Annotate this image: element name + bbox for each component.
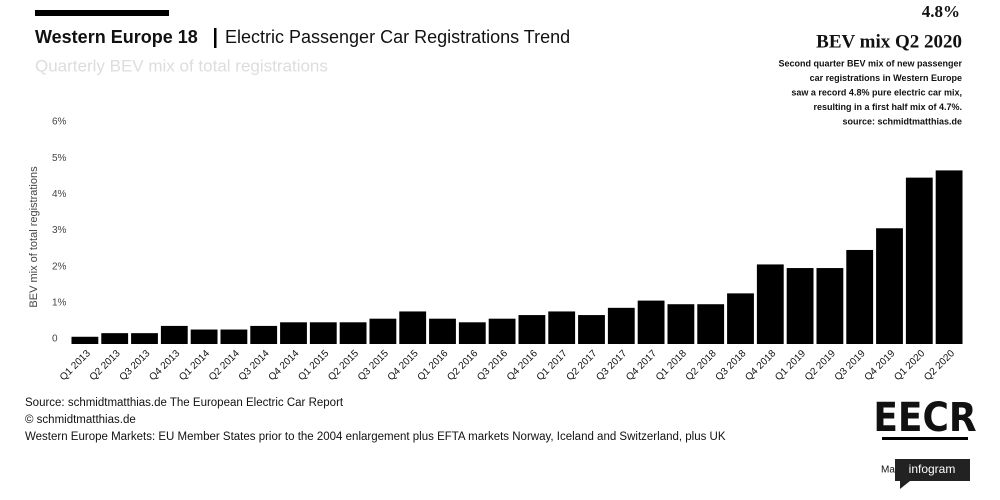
x-tick-label: Q4 2015 bbox=[386, 348, 421, 383]
footer-line: Source: schmidtmatthias.de The European … bbox=[25, 397, 344, 409]
y-tick-label: 2% bbox=[52, 261, 67, 272]
x-tick-label: Q1 2020 bbox=[892, 348, 927, 383]
bar bbox=[816, 268, 844, 344]
x-tick-label: Q3 2017 bbox=[594, 348, 629, 383]
bar bbox=[667, 304, 695, 344]
bar bbox=[339, 322, 367, 344]
x-tick-label: Q2 2013 bbox=[88, 348, 123, 383]
x-tick-label: Q1 2015 bbox=[296, 348, 331, 383]
x-tick-label: Q4 2017 bbox=[624, 348, 659, 383]
y-tick-label: 6% bbox=[52, 117, 67, 128]
bar bbox=[935, 170, 963, 344]
chart-title: Electric Passenger Car Registrations Tre… bbox=[225, 27, 570, 47]
x-tick-label: Q3 2015 bbox=[356, 348, 391, 383]
annotation-line: car registrations in Western Europe bbox=[810, 73, 962, 83]
logo: EECR bbox=[873, 395, 976, 441]
x-tick-label: Q4 2016 bbox=[505, 348, 540, 383]
bar bbox=[160, 325, 188, 344]
x-tick-label: Q3 2016 bbox=[475, 348, 510, 383]
y-tick-label: 3% bbox=[52, 225, 67, 236]
title-prefix: Western Europe 18 bbox=[35, 27, 198, 47]
x-tick-label: Q3 2014 bbox=[237, 348, 272, 383]
y-tick-label: 4% bbox=[52, 189, 67, 200]
bar bbox=[876, 228, 903, 344]
x-tick-label: Q1 2013 bbox=[58, 348, 93, 383]
annotation-value: 4.8% bbox=[922, 2, 960, 21]
x-tick-label: Q2 2019 bbox=[803, 348, 838, 383]
x-tick-label: Q2 2015 bbox=[326, 348, 361, 383]
bar bbox=[607, 307, 635, 344]
x-tick-label: Q2 2014 bbox=[207, 348, 242, 383]
x-tick-label: Q4 2018 bbox=[743, 348, 778, 383]
x-tick-label: Q3 2019 bbox=[833, 348, 868, 383]
bar bbox=[697, 304, 725, 344]
x-tick-label: Q1 2019 bbox=[773, 348, 808, 383]
annotation-line: saw a record 4.8% pure electric car mix, bbox=[791, 87, 962, 97]
bar bbox=[190, 329, 218, 344]
x-tick-label: Q4 2019 bbox=[863, 348, 898, 383]
bar bbox=[458, 322, 486, 344]
x-tick-label: Q1 2016 bbox=[416, 348, 451, 383]
brand: infogram bbox=[909, 462, 956, 476]
x-tick-label: Q1 2018 bbox=[654, 348, 689, 383]
annotation-line: Second quarter BEV mix of new passenger bbox=[778, 58, 962, 68]
x-tick-label: Q3 2013 bbox=[118, 348, 153, 383]
annotation-title: BEV mix Q2 2020 bbox=[816, 31, 962, 52]
y-tick-label: 1% bbox=[52, 297, 67, 308]
x-tick-label: Q2 2017 bbox=[565, 348, 600, 383]
bar bbox=[309, 322, 337, 344]
bar bbox=[786, 268, 814, 344]
header-bar bbox=[35, 10, 169, 16]
x-tick-label: Q4 2013 bbox=[147, 348, 182, 383]
x-tick-label: Q2 2020 bbox=[922, 348, 957, 383]
annotation-line: source: schmidtmatthias.de bbox=[842, 116, 962, 126]
logo-underline bbox=[882, 437, 968, 440]
x-tick-label: Q2 2018 bbox=[684, 348, 719, 383]
bar bbox=[578, 315, 605, 344]
bar bbox=[637, 300, 665, 344]
footer-line: Western Europe Markets: EU Member States… bbox=[25, 431, 726, 443]
x-tick-label: Q1 2014 bbox=[177, 348, 212, 383]
y-tick-label: 0 bbox=[52, 334, 58, 345]
bar bbox=[727, 293, 754, 344]
bar bbox=[429, 318, 456, 344]
bar bbox=[369, 318, 397, 344]
title-divider bbox=[214, 28, 217, 48]
x-tick-label: Q1 2017 bbox=[535, 348, 570, 383]
bar bbox=[131, 333, 158, 344]
bar bbox=[71, 336, 99, 344]
y-tick-label: 5% bbox=[52, 153, 67, 164]
bar bbox=[250, 325, 278, 344]
bar bbox=[518, 315, 546, 344]
brand-badge bbox=[895, 459, 970, 489]
bar bbox=[756, 264, 784, 344]
bar bbox=[488, 318, 516, 344]
annotation-line: resulting in a first half mix of 4.7%. bbox=[813, 102, 962, 112]
x-tick-label: Q3 2018 bbox=[714, 348, 749, 383]
bar bbox=[846, 249, 874, 344]
bar bbox=[399, 311, 427, 344]
y-axis-label: BEV mix of total registrations bbox=[28, 166, 40, 308]
chart-subtitle: Quarterly BEV mix of total registrations bbox=[35, 56, 328, 75]
bar bbox=[905, 177, 933, 344]
x-tick-label: Q4 2014 bbox=[267, 348, 302, 383]
footer-line: © schmidtmatthias.de bbox=[25, 414, 136, 426]
bar bbox=[101, 333, 129, 344]
bar bbox=[280, 322, 307, 344]
x-tick-label: Q2 2016 bbox=[445, 348, 480, 383]
bar bbox=[548, 311, 576, 344]
bar bbox=[220, 329, 248, 344]
